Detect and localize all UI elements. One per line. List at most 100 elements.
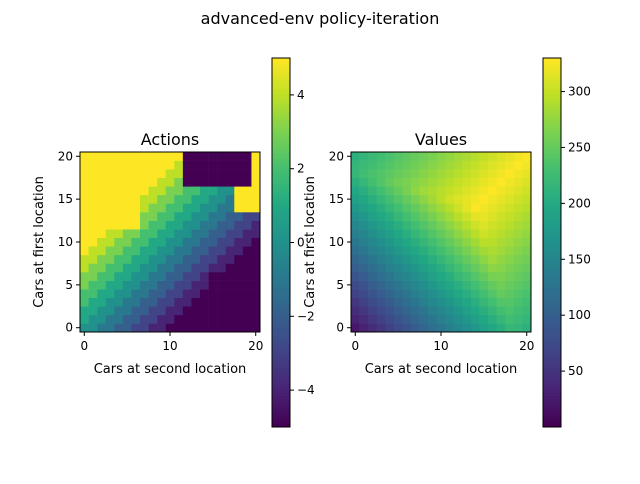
heatmap-cell (88, 152, 98, 161)
colorbar-segment (543, 187, 561, 191)
heatmap-cell (97, 323, 107, 333)
heatmap-cell (402, 280, 412, 290)
heatmap-cell (359, 152, 369, 161)
colorbar-segment (543, 340, 561, 345)
heatmap-cell (351, 177, 360, 187)
colorbar-segment (543, 396, 561, 400)
heatmap-cell (351, 194, 360, 204)
heatmap-cell (105, 323, 115, 333)
heatmap-cell (88, 297, 98, 307)
heatmap-cell (385, 297, 395, 307)
heatmap-cell (225, 177, 235, 187)
heatmap-cell (251, 212, 261, 221)
heatmap-cell (513, 246, 523, 256)
heatmap-cell (234, 220, 244, 230)
heatmap-cell (453, 203, 463, 213)
heatmap-cell (462, 212, 472, 221)
heatmap-cell (97, 306, 107, 316)
heatmap-cell (496, 246, 506, 256)
heatmap-cell (80, 237, 89, 247)
heatmap-cell (351, 314, 360, 324)
heatmap-cell (157, 263, 167, 273)
heatmap-cell (488, 194, 498, 204)
heatmap-cell (140, 297, 149, 307)
heatmap-cell (453, 280, 463, 290)
heatmap-cell (217, 212, 227, 221)
heatmap-cell (385, 186, 395, 196)
colorbar-segment (543, 322, 561, 327)
heatmap-cell (200, 194, 209, 204)
heatmap-cell (462, 203, 472, 213)
heatmap-cell (191, 246, 201, 256)
colorbar-segment (543, 347, 561, 351)
colorbar-segment (272, 399, 290, 403)
heatmap-cell (131, 237, 141, 247)
colorbar-segment (543, 328, 561, 333)
heatmap-cell (105, 152, 115, 161)
heatmap-cell (114, 323, 124, 333)
heatmap-cell (97, 220, 107, 230)
heatmap-cell (436, 280, 446, 290)
heatmap-cell (368, 203, 378, 213)
heatmap-cell (402, 203, 412, 213)
heatmap-cell (200, 169, 209, 179)
heatmap-cell (191, 203, 201, 213)
heatmap-cell (505, 254, 515, 264)
heatmap-cell (182, 263, 192, 273)
colorbar-segment (272, 328, 290, 333)
colorbar-segment (272, 236, 290, 240)
colorbar-segment (272, 211, 290, 216)
heatmap-cell (131, 186, 141, 196)
heatmap-cell (488, 289, 498, 299)
heatmap-cell (351, 297, 360, 307)
heatmap-cell (174, 169, 184, 179)
heatmap-cell (208, 186, 218, 196)
heatmap-cell (436, 177, 446, 187)
colorbar-segment (272, 402, 290, 406)
heatmap-cell (148, 152, 158, 161)
colorbar-segment (272, 377, 290, 382)
heatmap-cell (411, 194, 420, 204)
heatmap-cell (462, 169, 472, 179)
heatmap-cell (182, 246, 192, 256)
heatmap-cell (376, 177, 386, 187)
heatmap-cell (131, 306, 141, 316)
heatmap-cell (105, 203, 115, 213)
heatmap-cell (182, 229, 192, 239)
heatmap-cell (234, 194, 244, 204)
colorbar-segment (543, 257, 561, 262)
heatmap-cell (148, 203, 158, 213)
heatmap-cell (251, 314, 261, 324)
colorbar-tick-label: −4 (297, 383, 315, 397)
colorbar-segment (543, 368, 561, 373)
colorbar-segment (272, 70, 290, 74)
heatmap-cell (174, 306, 184, 316)
colorbar-tick-label: 100 (568, 308, 591, 322)
colorbar-segment (272, 94, 290, 99)
colorbar-segment (272, 383, 290, 388)
actions-y-label: Cars at first location (32, 176, 47, 308)
colorbar-segment (543, 353, 561, 357)
heatmap-cell (513, 212, 523, 221)
heatmap-cell (453, 314, 463, 324)
heatmap-cell (165, 272, 175, 281)
heatmap-cell (496, 220, 506, 230)
heatmap-cell (376, 186, 386, 196)
heatmap-cell (419, 254, 429, 264)
heatmap-cell (479, 280, 489, 290)
values-title: Values (415, 130, 467, 149)
heatmap-cell (225, 254, 235, 264)
heatmap-cell (208, 263, 218, 273)
heatmap-cell (165, 194, 175, 204)
heatmap-cell (225, 220, 235, 230)
heatmap-cell (242, 212, 252, 221)
heatmap-cell (351, 280, 360, 290)
heatmap-cell (251, 220, 261, 230)
colorbar-segment (543, 307, 561, 311)
colorbar-segment (543, 270, 561, 274)
heatmap-cell (182, 306, 192, 316)
heatmap-cell (428, 203, 438, 213)
heatmap-cell (462, 263, 472, 273)
heatmap-cell (419, 194, 429, 204)
